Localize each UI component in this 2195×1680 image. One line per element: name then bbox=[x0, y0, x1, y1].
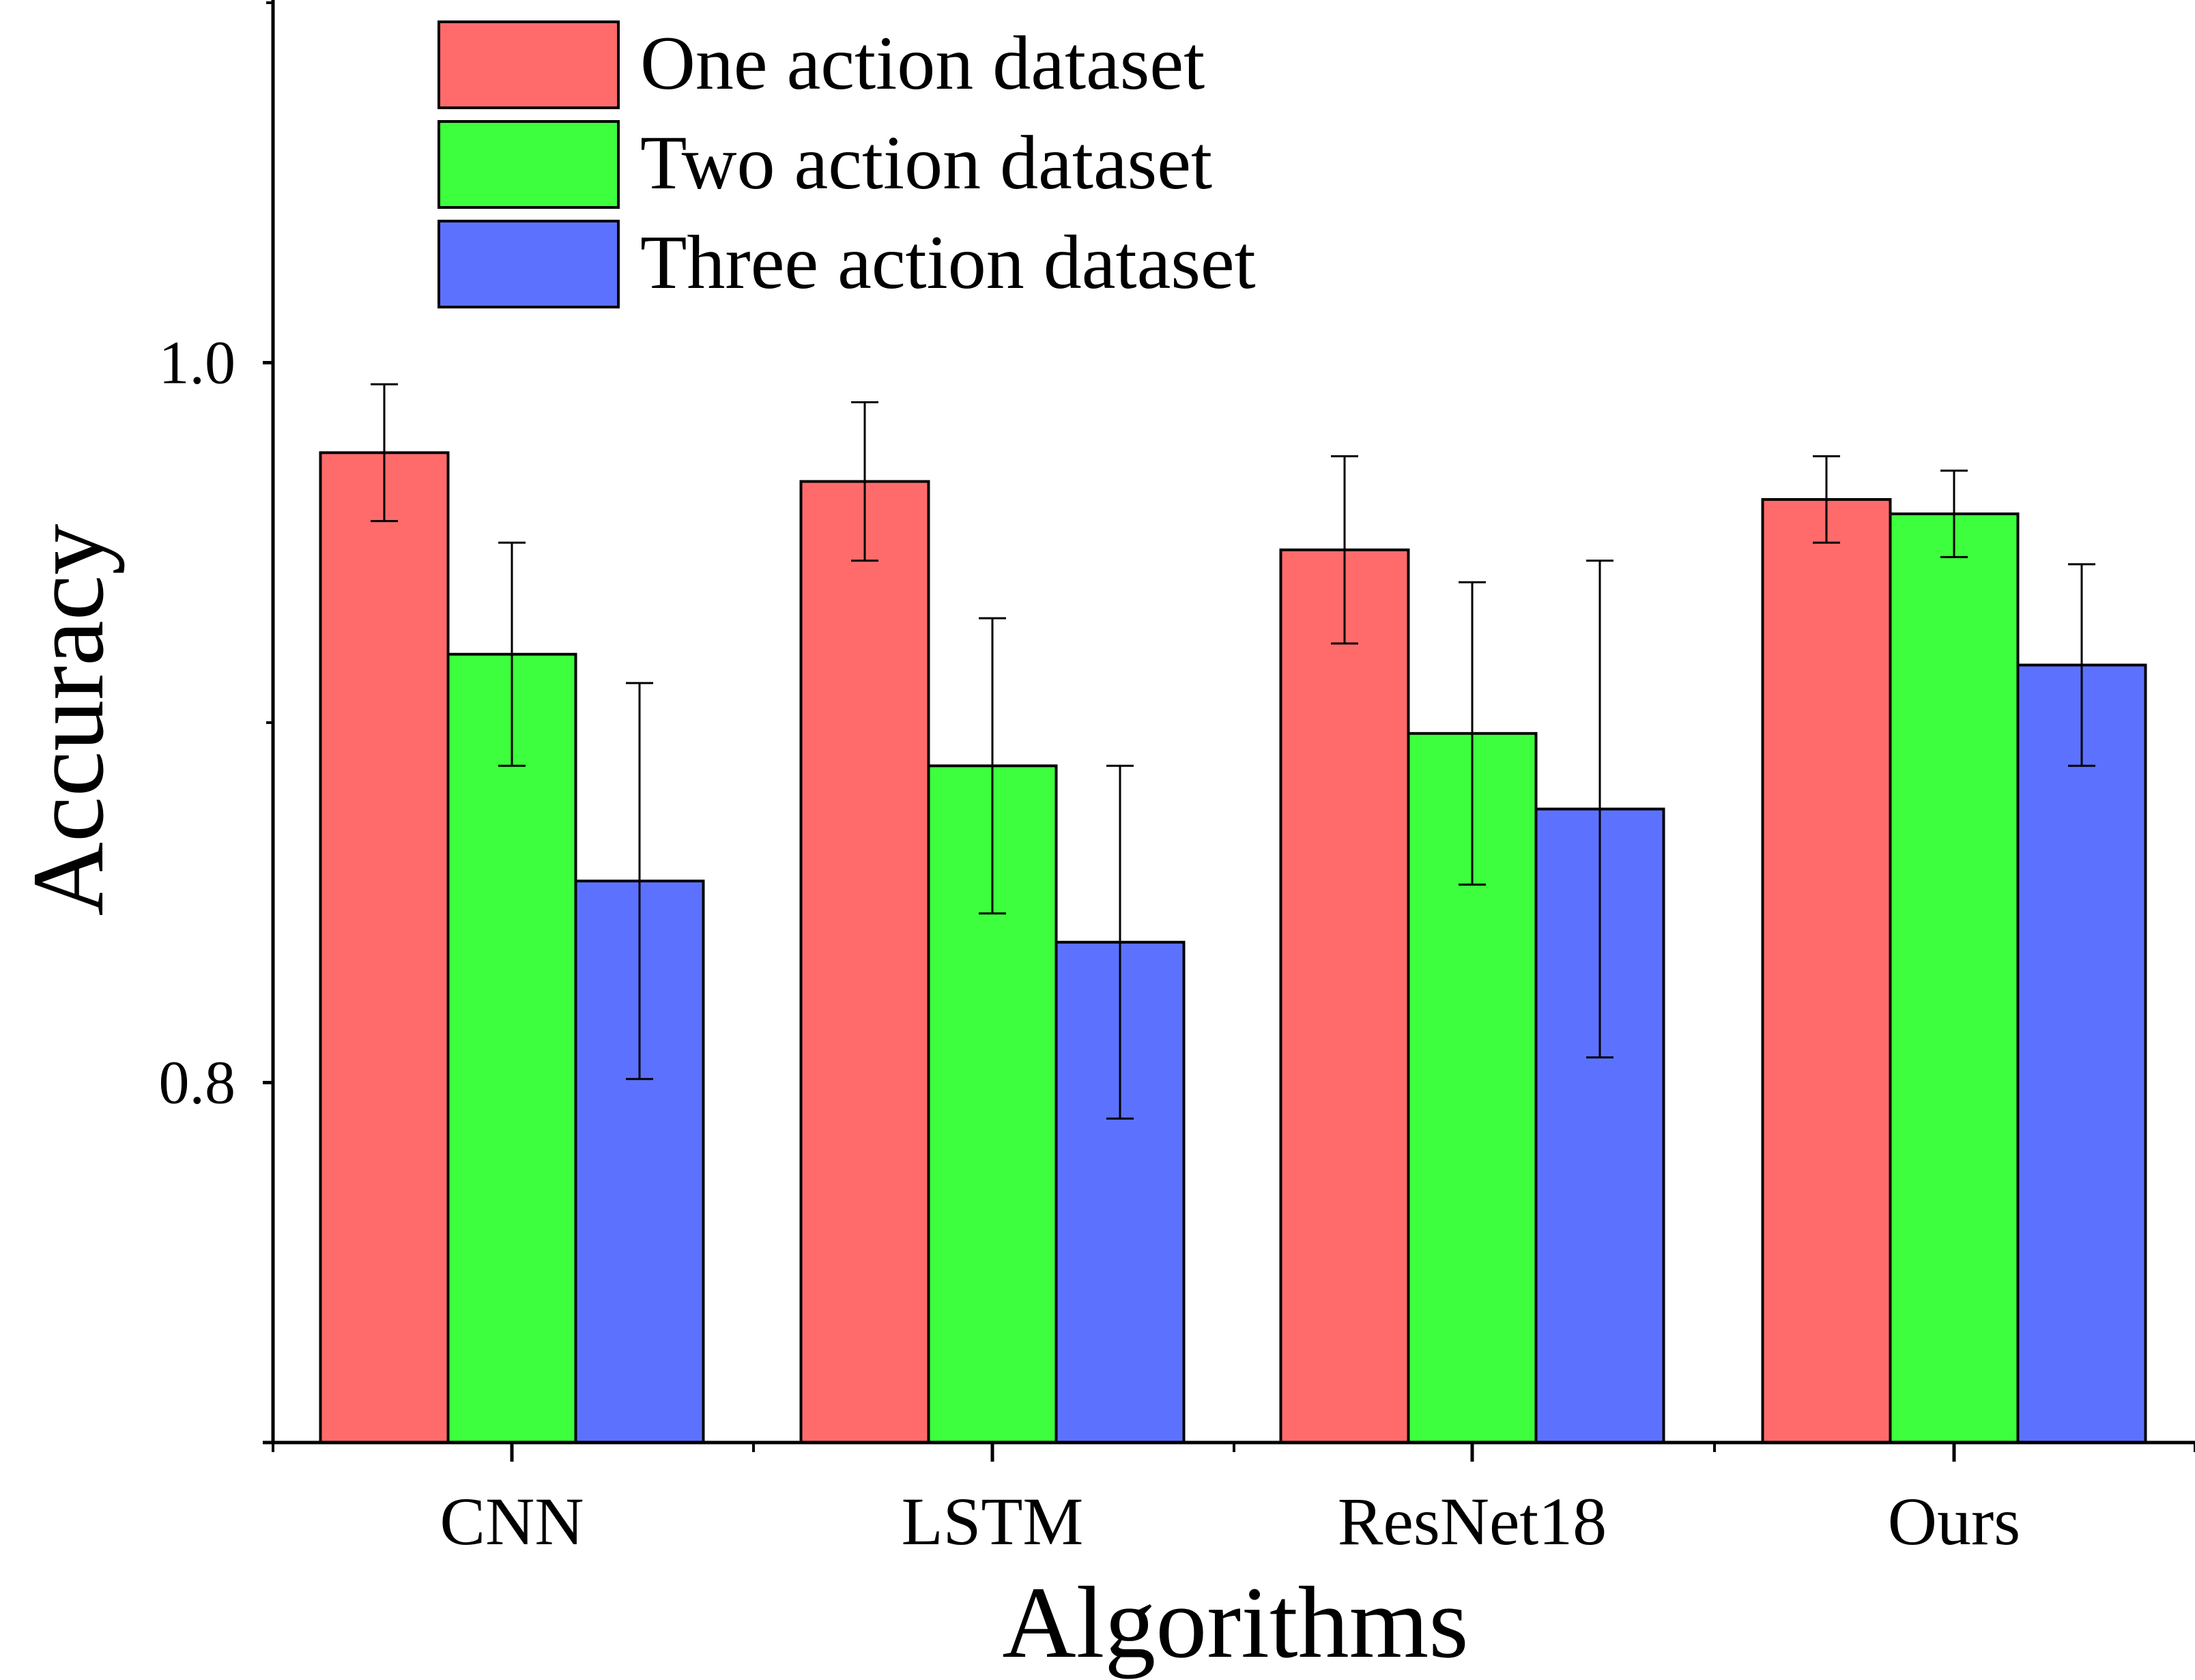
x-tick-label-resnet18: ResNet18 bbox=[1338, 1483, 1607, 1559]
bar-ours-series-3 bbox=[2016, 663, 2147, 1444]
bars-group bbox=[319, 451, 2147, 1445]
legend-label-series-2: Two action dataset bbox=[640, 121, 1212, 205]
legend-label-series-1: One action dataset bbox=[640, 21, 1205, 106]
labels-group: Algorithms Accuracy 0.8 1.0 CNN LSTM ResNet1… bbox=[12, 330, 2020, 1680]
x-tick-label-cnn: CNN bbox=[440, 1483, 584, 1559]
error-bars-group bbox=[371, 383, 2095, 1120]
y-tick-label: 0.8 bbox=[159, 1049, 236, 1117]
legend-swatch-series-3 bbox=[437, 220, 620, 308]
legend-label-series-3: Three action dataset bbox=[640, 220, 1256, 305]
legend-swatch-series-2 bbox=[437, 120, 620, 209]
legend-swatch-series-1 bbox=[437, 20, 620, 109]
y-tick-label: 1.0 bbox=[159, 330, 236, 397]
ticks-group bbox=[263, 1, 2195, 1462]
legend: One action dataset Two action dataset Thre… bbox=[437, 20, 1256, 308]
x-tick-label-ours: Ours bbox=[1888, 1483, 2020, 1559]
x-axis-title: Algorithms bbox=[1002, 1566, 1468, 1679]
x-tick-label-lstm: LSTM bbox=[902, 1483, 1084, 1559]
bar-ours-series-1 bbox=[1761, 497, 1892, 1445]
bar-resnet18-series-1 bbox=[1279, 548, 1410, 1444]
bar-lstm-series-1 bbox=[799, 480, 930, 1445]
y-axis-title: Accuracy bbox=[12, 524, 125, 916]
bar-cnn-series-2 bbox=[446, 652, 577, 1444]
bar-ours-series-2 bbox=[1889, 512, 2020, 1444]
bar-cnn-series-1 bbox=[319, 451, 450, 1444]
